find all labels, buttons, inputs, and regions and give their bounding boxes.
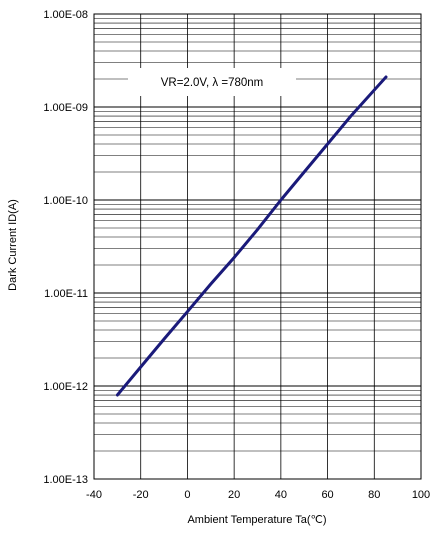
- y-tick-labels: 1.00E-13 1.00E-12 1.00E-11 1.00E-10 1.00E-09…: [43, 9, 88, 486]
- x-axis-title: Ambient Temperature Ta(℃): [187, 514, 326, 526]
- x-tick-label: 80: [368, 489, 380, 501]
- annotation-box: [128, 68, 296, 96]
- y-tick-label: 1.00E-12: [43, 381, 88, 393]
- x-tick-label: 100: [412, 489, 430, 501]
- annotation-text: VR=2.0V, λ =780nm: [161, 77, 264, 89]
- plot-frame: [93, 13, 422, 480]
- x-tick-label: 0: [184, 489, 190, 501]
- x-tick-label: 40: [275, 489, 287, 501]
- x-tick-labels: -40 -20 0 20 40 60 80 100: [86, 489, 430, 501]
- y-tick-label: 1.00E-10: [43, 195, 88, 207]
- y-tick-label: 1.00E-11: [44, 288, 88, 300]
- x-tick-label: -40: [86, 489, 102, 501]
- x-tick-label: 60: [321, 489, 333, 501]
- minor-gridlines: [94, 17, 421, 452]
- y-tick-label: 1.00E-13: [43, 474, 88, 486]
- y-axis-title: Dark Current ID(A): [7, 199, 19, 291]
- x-tick-label: -20: [133, 489, 149, 501]
- x-tick-label: 20: [228, 489, 240, 501]
- y-tick-label: 1.00E-08: [43, 9, 88, 21]
- y-tick-label: 1.00E-09: [43, 102, 88, 114]
- series-layer: [115, 75, 388, 397]
- series-line: [115, 75, 388, 397]
